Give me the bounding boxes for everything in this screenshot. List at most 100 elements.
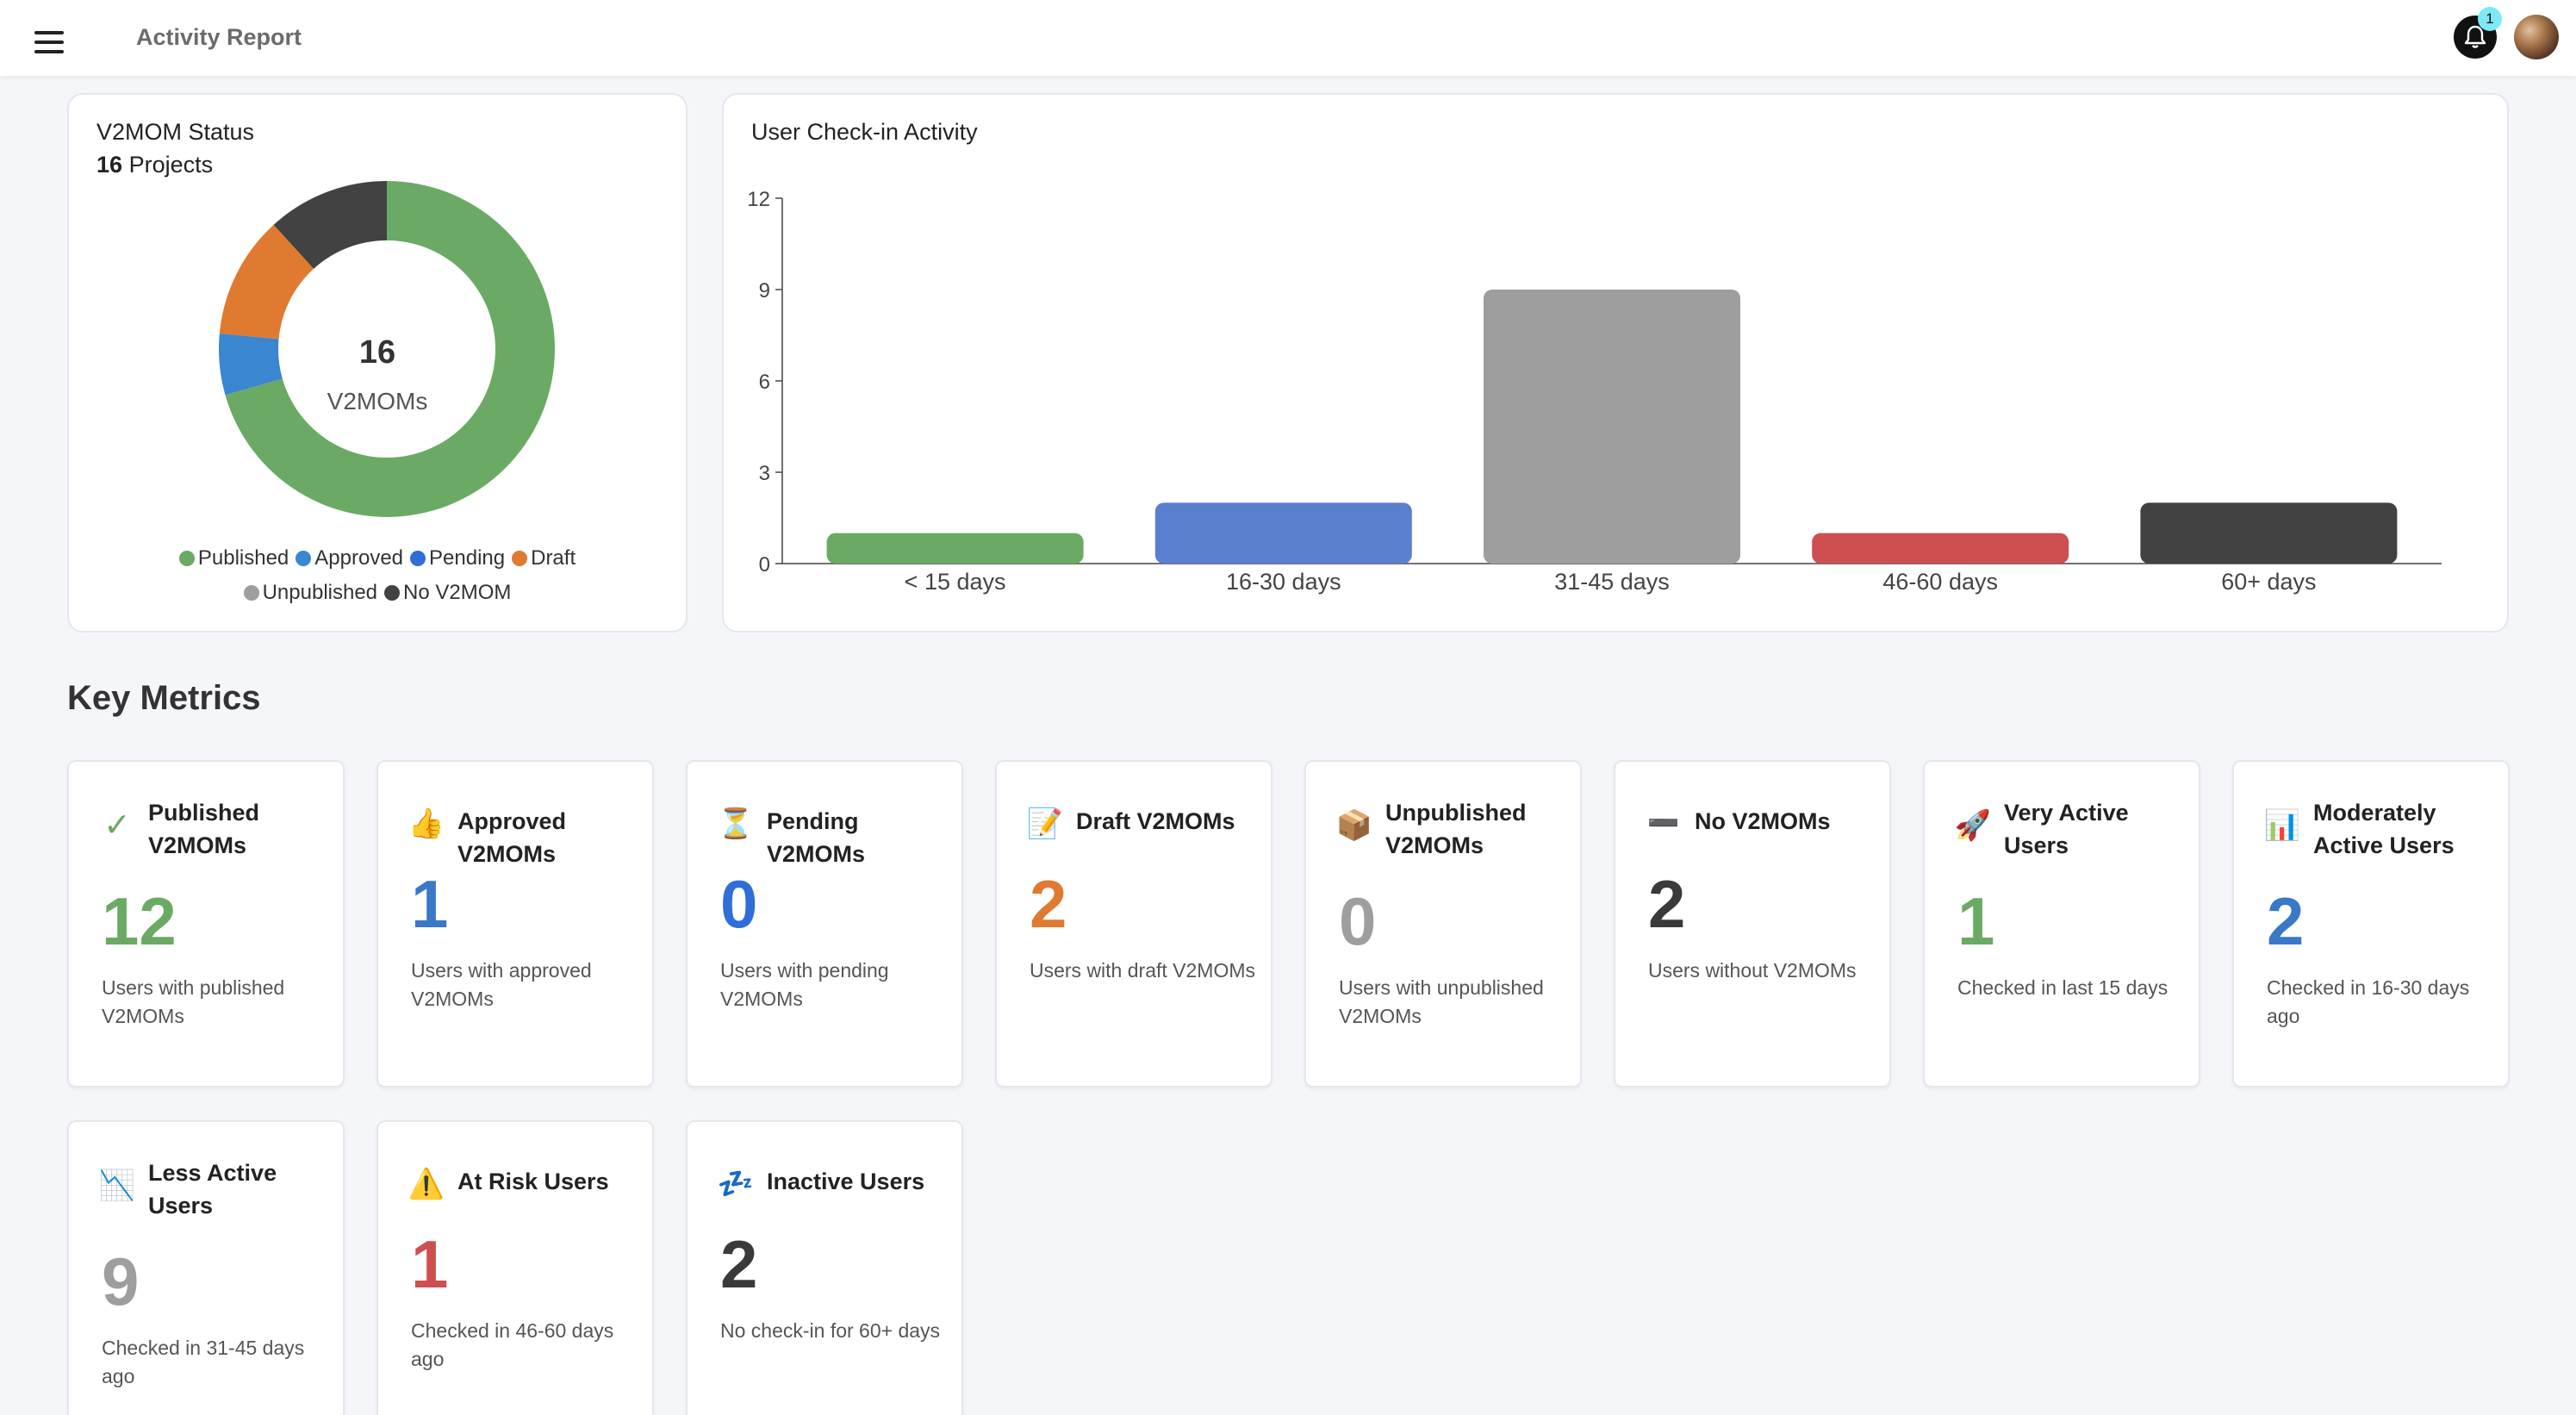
metric-value: 0 <box>1339 883 1377 959</box>
hourglass-icon: ⏳ <box>717 807 755 840</box>
projects-summary: 16 Projects <box>96 152 213 178</box>
legend-label: Published <box>197 546 289 570</box>
legend-item-pending[interactable]: Pending <box>410 546 505 570</box>
metric-title: Unpublished V2MOMs <box>1385 800 1527 858</box>
metric-description: Users with pending V2MOMs <box>720 959 889 1010</box>
metric-value: 2 <box>2267 883 2305 959</box>
bar-60-days[interactable] <box>2140 502 2398 564</box>
warning-icon: ⚠️ <box>408 1168 445 1200</box>
metric-value: 0 <box>720 866 758 942</box>
avatar[interactable] <box>2514 15 2559 59</box>
metric-value: 9 <box>102 1244 140 1319</box>
donut-slice-published[interactable] <box>225 181 555 517</box>
metric-value: 1 <box>411 1226 449 1302</box>
metric-card-inactive-users[interactable]: 💤 Inactive Users 2 No check-in for 60+ days <box>686 1120 963 1415</box>
metric-card-at-risk-users[interactable]: ⚠️ At Risk Users 1 Checked in 46-60 days ag… <box>376 1120 654 1415</box>
metric-card-less-active-users[interactable]: 📉 Less Active Users 9 Checked in 31-45 days… <box>67 1120 345 1415</box>
donut-center-value: 16 <box>358 334 396 371</box>
bar-16-30-days[interactable] <box>1154 502 1412 564</box>
metric-card-pending-v2moms[interactable]: ⏳ Pending V2MOMs 0 Users with pending V2MOM… <box>686 760 963 1088</box>
metric-description: No check-in for 60+ days <box>720 1319 941 1342</box>
page-title: Activity Report <box>136 24 302 50</box>
metric-title: Approved V2MOMs <box>457 808 567 867</box>
legend-dot <box>410 551 426 566</box>
y-tick-label: 12 <box>747 188 770 211</box>
metric-card-moderately-active-users[interactable]: 📊 Moderately Active Users 2 Checked in 16-3… <box>2232 760 2510 1088</box>
metric-title: At Risk Users <box>457 1169 609 1194</box>
metric-card-published-v2moms[interactable]: ✓ Published V2MOMs 12 Users with published … <box>67 760 345 1088</box>
metric-title: Draft V2MOMs <box>1076 808 1235 834</box>
metric-description: Checked in 16-30 days ago <box>2267 976 2470 1027</box>
metric-value: 1 <box>1957 883 1995 959</box>
legend-item-no-v2mom[interactable]: No V2MOM <box>384 581 511 605</box>
legend-label: No V2MOM <box>403 581 512 604</box>
metric-title: Published V2MOMs <box>148 800 260 858</box>
metric-card-draft-v2moms[interactable]: 📝 Draft V2MOMs 2 Users with draft V2MOMs <box>995 760 1272 1088</box>
package-icon: 📦 <box>1335 809 1373 842</box>
x-tick-label: 16-30 days <box>1226 569 1341 595</box>
zzz-icon: 💤 <box>717 1168 755 1200</box>
legend-label: Pending <box>429 546 506 570</box>
donut-center-label: V2MOMs <box>327 388 428 415</box>
bar-31-45-days[interactable] <box>1484 290 1740 564</box>
metric-description: Users without V2MOMs <box>1648 959 1857 982</box>
menu-icon[interactable] <box>34 31 64 53</box>
status-card-title: V2MOM Status <box>96 119 255 145</box>
metric-description: Users with approved V2MOMs <box>411 959 592 1010</box>
legend-label: Draft <box>531 546 576 570</box>
metric-title: Less Active Users <box>148 1160 277 1219</box>
status-donut-chart <box>219 181 555 517</box>
legend-dot <box>243 585 259 601</box>
memo-icon: 📝 <box>1026 807 1064 840</box>
checkin-card-title: User Check-in Activity <box>751 119 978 145</box>
projects-count: 16 <box>96 152 123 178</box>
metric-title: Moderately Active Users <box>2313 800 2455 858</box>
x-tick-label: < 15 days <box>905 569 1006 595</box>
donut-slice-draft[interactable] <box>219 224 314 340</box>
x-tick-label: 46-60 days <box>1882 569 1998 595</box>
metric-description: Checked in 46-60 days ago <box>411 1319 614 1370</box>
legend-label: Approved <box>314 546 404 570</box>
legend-item-published[interactable]: Published <box>178 546 289 570</box>
check-icon: ✓ <box>103 807 131 844</box>
metric-card-unpublished-v2moms[interactable]: 📦 Unpublished V2MOMs 0 Users with unpublish… <box>1304 760 1582 1088</box>
metric-description: Checked in 31-45 days ago <box>102 1337 305 1387</box>
x-tick-label: 31-45 days <box>1554 569 1670 595</box>
metric-title: Pending V2MOMs <box>767 808 866 867</box>
metric-description: Checked in last 15 days <box>1957 976 2168 999</box>
metric-description: Users with unpublished V2MOMs <box>1339 976 1544 1027</box>
donut-slice-no-v2mom[interactable] <box>273 181 387 269</box>
status-legend: Published Approved Pending Draft <box>69 546 686 570</box>
key-metrics-title: Key Metrics <box>67 679 261 717</box>
metric-title: Inactive Users <box>767 1169 925 1194</box>
legend-item-draft[interactable]: Draft <box>512 546 576 570</box>
y-tick-label: 6 <box>759 371 770 394</box>
metric-value: 2 <box>1030 866 1067 942</box>
metric-description: Users with draft V2MOMs <box>1030 959 1255 982</box>
thumbs-up-icon: 👍 <box>408 807 445 840</box>
metric-value: 2 <box>1648 866 1686 942</box>
legend-dot <box>178 551 195 566</box>
bar-46-60-days[interactable] <box>1812 533 2069 564</box>
donut-slice-approved[interactable] <box>219 333 283 396</box>
legend-label: Unpublished <box>262 581 378 604</box>
metric-value: 12 <box>102 883 177 959</box>
metric-card-approved-v2moms[interactable]: 👍 Approved V2MOMs 1 Users with approved V2M… <box>376 760 654 1088</box>
checkin-activity-card: 0 3 6 9 12 < 15 days 16-30 days 31-45 days 46-60… <box>722 93 2509 633</box>
metric-card-no-v2moms[interactable]: ➖ No V2MOMs 2 Users without V2MOMs <box>1614 760 1891 1088</box>
status-legend-row-2: Unpublished No V2MOM <box>69 581 686 605</box>
checkin-bar-chart: 0 3 6 9 12 < 15 days 16-30 days 31-45 days 46-60… <box>747 188 2442 595</box>
rocket-icon: 🚀 <box>1954 809 1992 842</box>
legend-dot <box>296 551 312 566</box>
metric-title: Very Active Users <box>2004 800 2129 858</box>
bar-15-days[interactable] <box>826 533 1084 564</box>
y-tick-label: 3 <box>759 462 770 485</box>
legend-item-approved[interactable]: Approved <box>296 546 403 570</box>
metric-value: 2 <box>720 1226 758 1302</box>
minus-icon: ➖ <box>1647 809 1680 838</box>
legend-item-unpublished[interactable]: Unpublished <box>243 581 378 605</box>
metric-card-very-active-users[interactable]: 🚀 Very Active Users 1 Checked in last 15 da… <box>1923 760 2200 1088</box>
y-tick-label: 9 <box>759 279 770 302</box>
bar-chart-icon: 📊 <box>2263 809 2301 842</box>
legend-dot <box>512 551 528 566</box>
